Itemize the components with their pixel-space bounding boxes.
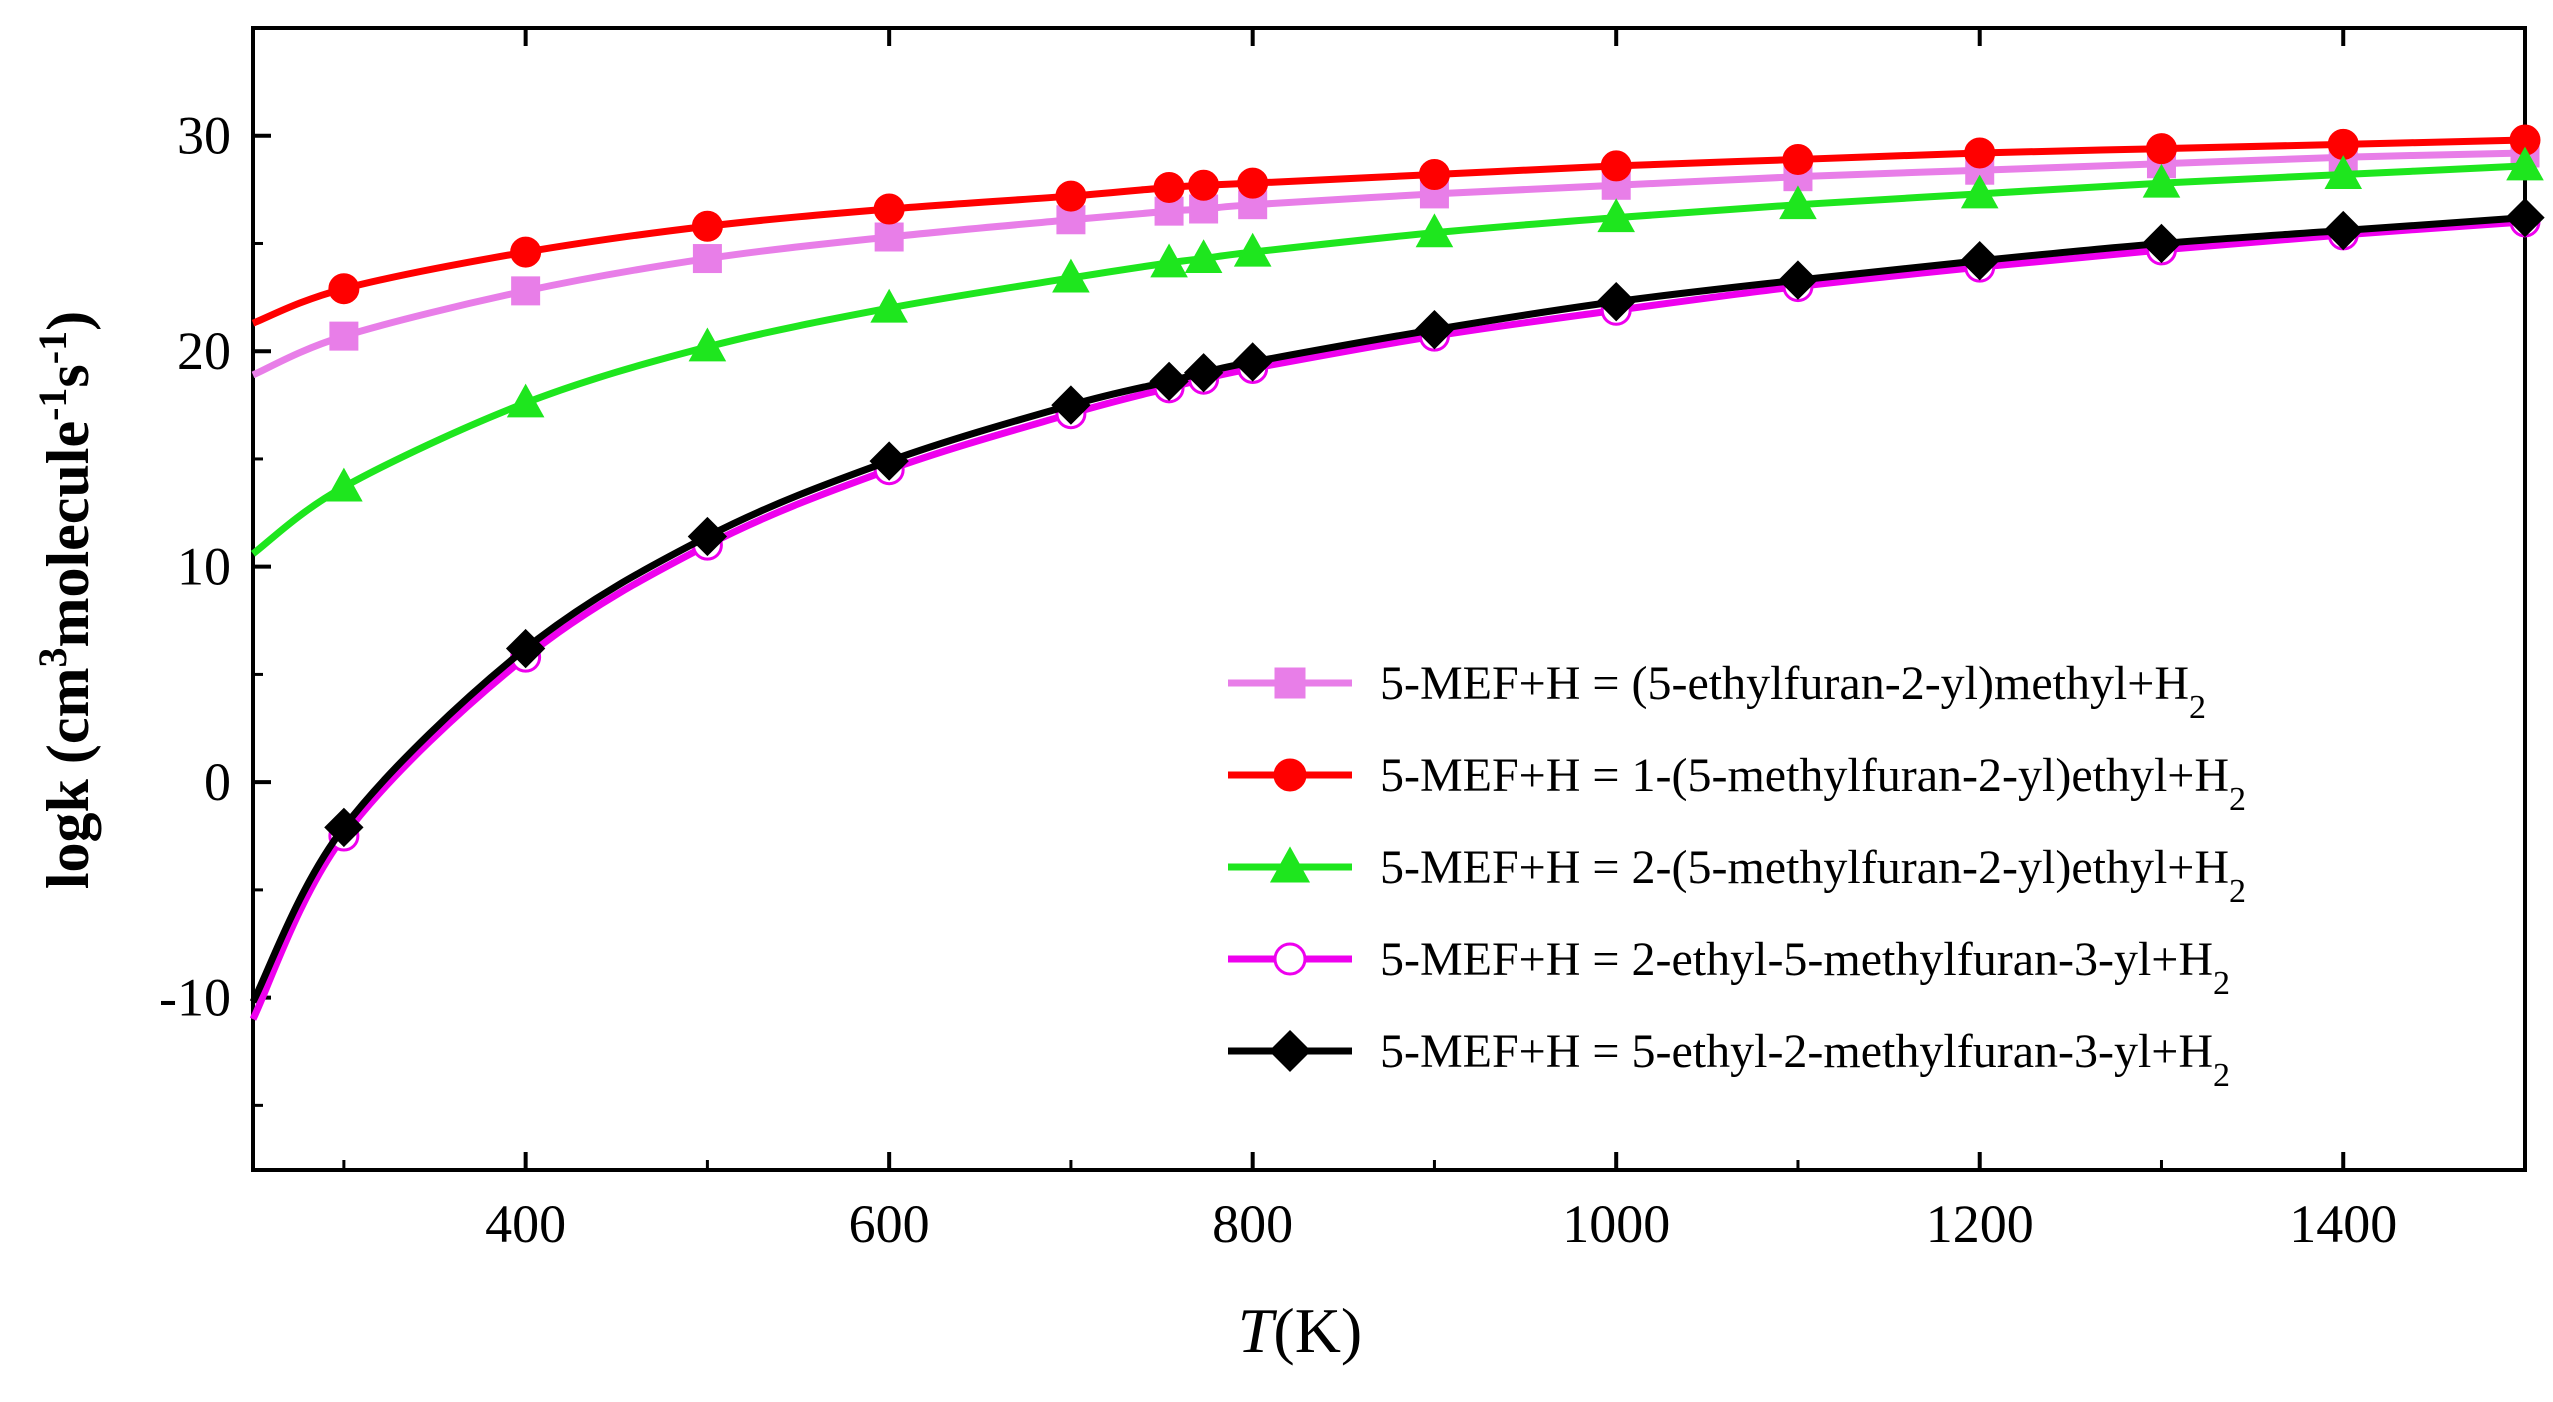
data-point — [1237, 167, 1269, 199]
x-tick-label: 400 — [485, 1194, 566, 1254]
data-point — [1779, 185, 1817, 220]
data-point — [329, 321, 359, 351]
x-tick-label: 1400 — [2289, 1194, 2397, 1254]
data-point — [510, 236, 542, 268]
series-s2 — [251, 124, 2541, 327]
y-tick-label: 30 — [177, 106, 231, 166]
data-point — [2327, 128, 2359, 160]
data-point — [1233, 232, 1272, 267]
series-line — [251, 136, 2526, 327]
data-point — [2141, 223, 2182, 264]
data-point — [687, 516, 728, 557]
x-tick-label: 1000 — [1562, 1194, 1670, 1254]
data-point — [691, 210, 723, 242]
data-point — [1960, 174, 1999, 209]
data-point — [2323, 210, 2363, 251]
data-point — [1184, 239, 1223, 274]
legend-marker — [1273, 942, 1307, 976]
legend-marker — [1274, 667, 1306, 699]
data-point — [1233, 342, 1273, 382]
legend-item: 5-MEF+H = 2-(5-methylfuran-2-yl)ethyl+H2 — [1228, 841, 2246, 910]
data-point — [506, 383, 545, 418]
data-point — [1188, 169, 1220, 201]
data-point — [1051, 385, 1091, 425]
legend-label: 5-MEF+H = 2-ethyl-5-methylfuran-3-yl+H2 — [1380, 933, 2230, 1002]
legend-label: 5-MEF+H = 1-(5-methylfuran-2-yl)ethyl+H2 — [1380, 749, 2246, 818]
data-point — [1782, 143, 1814, 175]
data-point — [870, 288, 908, 323]
data-point — [1418, 159, 1450, 191]
series-s3 — [250, 146, 2544, 557]
data-point — [2142, 163, 2181, 198]
legend-marker — [1273, 758, 1307, 792]
y-axis-label: logk (cm3molecule-1s-1) — [30, 311, 102, 889]
legend-label: 5-MEF+H = 2-(5-methylfuran-2-yl)ethyl+H2 — [1380, 841, 2246, 910]
legend-label: 5-MEF+H = (5-ethylfuran-2-yl)methyl+H2 — [1380, 657, 2206, 726]
data-point — [1597, 198, 1635, 233]
series-s4 — [249, 206, 2541, 1021]
data-point — [1183, 353, 1224, 393]
data-point — [1153, 171, 1185, 203]
y-tick-label: 0 — [204, 752, 231, 812]
x-axis-label: T(K) — [1238, 1295, 1362, 1366]
data-point — [1055, 180, 1087, 212]
data-point — [1414, 309, 1455, 350]
data-point — [869, 441, 909, 481]
series-layer — [249, 124, 2545, 1021]
data-point — [2145, 133, 2177, 165]
x-tick-label: 600 — [849, 1194, 930, 1254]
y-tick-label: -10 — [159, 968, 231, 1028]
data-point — [1960, 241, 2000, 281]
y-tick-label: 20 — [177, 321, 231, 381]
legend: 5-MEF+H = (5-ethylfuran-2-yl)methyl+H2 5-… — [1228, 657, 2246, 1094]
data-point — [505, 628, 546, 669]
y-tick-label: 10 — [177, 537, 231, 597]
data-point — [1415, 213, 1454, 248]
data-point — [688, 327, 727, 362]
data-point — [1964, 137, 1996, 169]
legend-label: 5-MEF+H = 5-ethyl-2-methylfuran-3-yl+H2 — [1380, 1025, 2230, 1094]
data-point — [874, 222, 904, 252]
series-line — [250, 162, 2526, 557]
legend-marker — [1269, 846, 1311, 883]
data-point — [2324, 155, 2363, 190]
data-point — [1596, 281, 1636, 322]
series-line — [249, 218, 2526, 1021]
x-axis: 400 600 800 1000 1200 1400 — [342, 28, 2397, 1254]
data-point — [324, 807, 364, 848]
data-point — [325, 467, 363, 502]
data-point — [1149, 361, 1189, 402]
data-point — [873, 193, 905, 225]
series-s5 — [249, 197, 2545, 1004]
data-point — [328, 273, 360, 305]
data-point — [1600, 150, 1632, 182]
x-tick-label: 800 — [1212, 1194, 1293, 1254]
data-point — [692, 244, 722, 274]
x-tick-label: 1200 — [1926, 1194, 2034, 1254]
data-point — [511, 276, 541, 306]
data-point — [1052, 258, 1090, 293]
data-point — [2506, 146, 2544, 181]
legend-item: 5-MEF+H = 5-ethyl-2-methylfuran-3-yl+H2 — [1228, 1025, 2230, 1094]
data-point — [1778, 260, 1818, 300]
plot-area-frame — [251, 26, 2527, 1172]
data-point — [1150, 243, 1188, 278]
legend-item: 5-MEF+H = (5-ethylfuran-2-yl)methyl+H2 — [1228, 657, 2206, 726]
legend-item: 5-MEF+H = 1-(5-methylfuran-2-yl)ethyl+H2 — [1228, 749, 2246, 818]
legend-item: 5-MEF+H = 2-ethyl-5-methylfuran-3-yl+H2 — [1228, 933, 2230, 1002]
legend-marker — [1268, 1029, 1312, 1073]
data-point — [2505, 197, 2545, 238]
series-line — [249, 214, 2526, 1004]
